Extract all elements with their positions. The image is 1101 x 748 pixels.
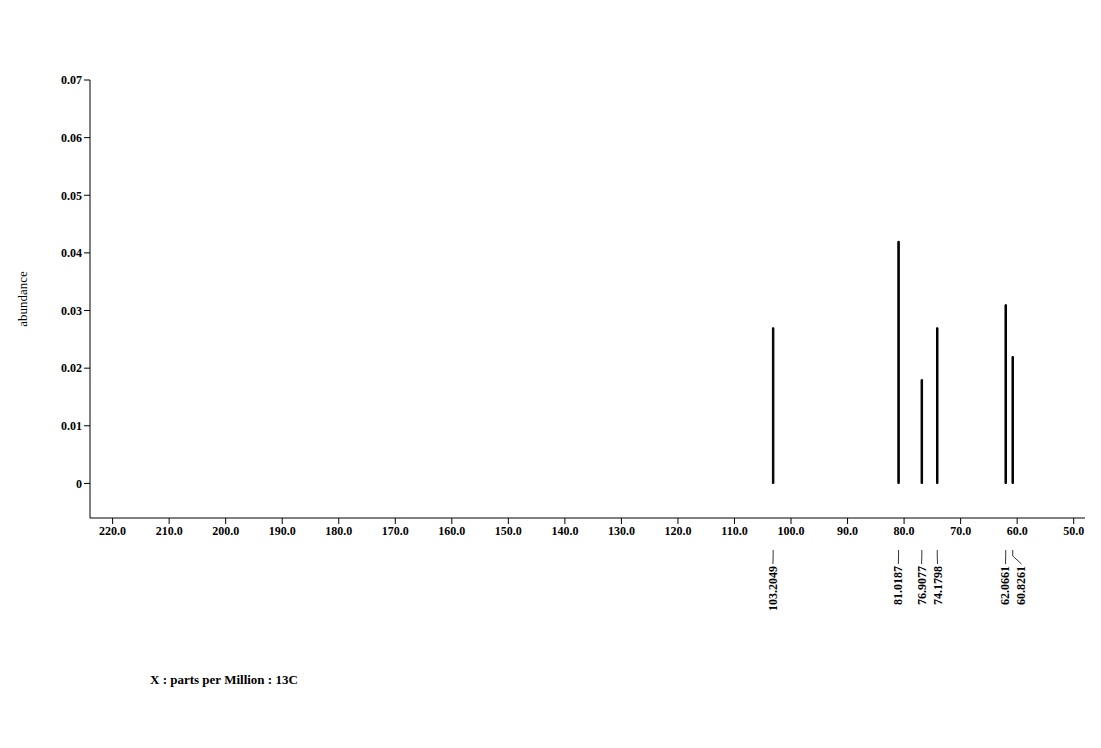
svg-text:70.0: 70.0 bbox=[950, 524, 971, 538]
svg-text:60.0: 60.0 bbox=[1007, 524, 1028, 538]
svg-text:100.0: 100.0 bbox=[778, 524, 805, 538]
svg-text:150.0: 150.0 bbox=[495, 524, 522, 538]
svg-text:62.0661: 62.0661 bbox=[998, 566, 1012, 605]
svg-text:76.9077: 76.9077 bbox=[915, 566, 929, 605]
svg-text:200.0: 200.0 bbox=[212, 524, 239, 538]
svg-text:190.0: 190.0 bbox=[269, 524, 296, 538]
svg-text:74.1798: 74.1798 bbox=[931, 566, 945, 605]
svg-text:abundance: abundance bbox=[15, 271, 30, 327]
svg-text:140.0: 140.0 bbox=[551, 524, 578, 538]
html-text:X : parts per Million : 13C: X : parts per Million : 13C bbox=[150, 672, 298, 687]
svg-text:0.02: 0.02 bbox=[61, 361, 82, 375]
svg-text:0: 0 bbox=[76, 477, 82, 491]
svg-text:110.0: 110.0 bbox=[721, 524, 747, 538]
svg-text:60.8261: 60.8261 bbox=[1014, 566, 1028, 605]
svg-text:103.2049: 103.2049 bbox=[766, 566, 780, 611]
svg-text:0.01: 0.01 bbox=[61, 419, 82, 433]
svg-text:210.0: 210.0 bbox=[156, 524, 183, 538]
svg-text:130.0: 130.0 bbox=[608, 524, 635, 538]
svg-text:81.0187: 81.0187 bbox=[891, 566, 905, 605]
svg-text:0.06: 0.06 bbox=[61, 131, 82, 145]
svg-text:180.0: 180.0 bbox=[325, 524, 352, 538]
svg-text:160.0: 160.0 bbox=[438, 524, 465, 538]
svg-text:80.0: 80.0 bbox=[894, 524, 915, 538]
svg-text:50.0: 50.0 bbox=[1063, 524, 1084, 538]
svg-text:0.07: 0.07 bbox=[61, 73, 82, 87]
svg-text:0.03: 0.03 bbox=[61, 304, 82, 318]
svg-text:90.0: 90.0 bbox=[837, 524, 858, 538]
svg-text:0.04: 0.04 bbox=[61, 246, 82, 260]
svg-text:120.0: 120.0 bbox=[664, 524, 691, 538]
svg-text:220.0: 220.0 bbox=[99, 524, 126, 538]
svg-text:0.05: 0.05 bbox=[61, 189, 82, 203]
svg-text:170.0: 170.0 bbox=[382, 524, 409, 538]
